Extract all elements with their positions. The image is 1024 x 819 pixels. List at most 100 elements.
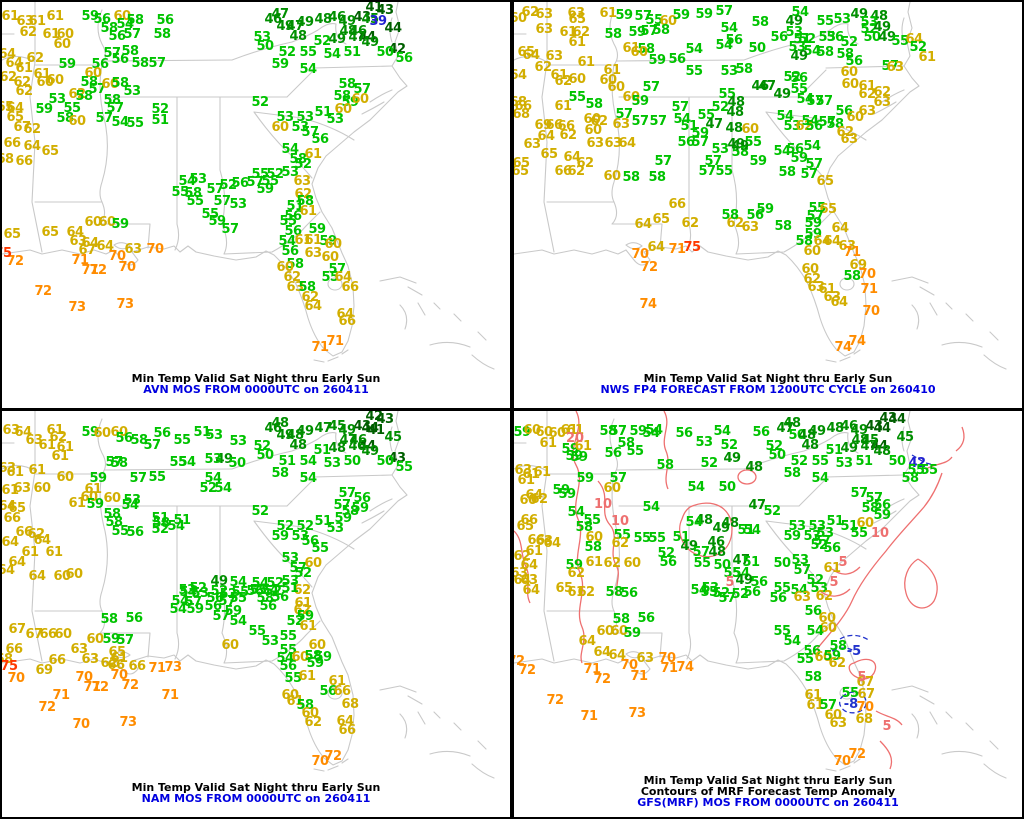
station-temp: 51 [286,198,304,214]
station-temp: 55 [850,525,868,541]
station-temp: 59 [756,201,774,217]
station-temp: 61 [21,544,39,560]
station-temp: 56 [725,32,743,48]
station-temp: 57 [106,100,124,116]
station-temp: 61 [804,687,822,703]
station-temp: 46 [751,78,769,94]
station-temp: 52 [253,438,271,454]
station-temp: 60 [824,707,842,723]
station-temp: 54 [806,623,824,639]
station-temp: 52 [199,480,217,496]
station-temp: 74 [848,333,866,349]
station-temp: 57 [221,221,239,237]
station-temp: 64 [96,238,114,254]
station-temp: 50 [376,453,394,469]
station-temp: 55 [395,459,413,475]
station-temp: 62 [304,714,322,730]
station-temp: 62 [815,588,833,604]
station-temp: 48 [727,94,745,110]
station-temp: 61 [522,466,540,482]
station-temp: 60 [54,626,72,642]
station-temp: 49 [215,451,233,467]
station-temp: 55 [231,584,249,600]
station-temp: 56 [311,131,329,147]
station-temp: 55 [700,584,718,600]
station-temp: 54 [116,16,134,32]
station-temp: 59 [341,94,359,110]
anomaly-label: 5 [725,574,735,590]
station-temp: 52 [712,585,730,601]
islands [825,685,1007,779]
station-temp: 59 [576,470,594,486]
station-temp: 70 [833,753,851,769]
station-temp: 57 [813,533,831,549]
station-temp: 58 [152,515,170,531]
station-temp: 71 [630,668,648,684]
station-temp: 55 [171,184,189,200]
station-temp: 62 [68,86,86,102]
station-temp: 54 [776,108,794,124]
anomaly-contour-positive [879,740,893,770]
station-temp: 55 [173,432,191,448]
station-temp: 58 [126,12,144,28]
station-temp: 59 [628,24,646,40]
station-temp: 63 [293,173,311,189]
station-temp: 56 [281,243,299,259]
anomaly-contour-positive [875,710,903,726]
station-temp: 70 [7,670,25,686]
station-temp: 65 [568,11,586,27]
station-temp: 50 [713,557,731,573]
station-temp: 54 [685,514,703,530]
station-temp: 55 [148,469,166,485]
state-borders-east [743,426,905,588]
station-temp: 66 [668,196,686,212]
station-temp: 55 [808,200,826,216]
caption-block: Min Temp Valid Sat Night thru Early Sun … [2,782,510,804]
station-temp: 57 [634,8,652,24]
station-temp: 53 [816,525,834,541]
station-temp: 66 [333,683,351,699]
station-temp: 57 [88,81,106,97]
station-temp: 72 [6,253,24,269]
station-temp: 50 [718,479,736,495]
station-temp: 71 [81,262,99,278]
station-temp: 59 [224,603,242,619]
station-temp: 53 [785,24,803,40]
station-temp: 54 [791,4,809,20]
station-temp: 58 [105,514,123,530]
station-temp: 42 [365,411,383,424]
station-temp: 55 [816,13,834,29]
station-temp: 63 [2,422,20,438]
station-temp: 62 [576,155,594,171]
station-temp: 54 [281,141,299,157]
station-temp: 53 [189,171,207,187]
station-temp: 56 [279,658,297,674]
station-temp: 49 [873,19,891,35]
station-temp: 62 [559,127,577,143]
station-temp: 49 [850,422,868,438]
anomaly-label: 5 [882,718,892,734]
station-temp: 65 [819,201,837,217]
station-temp: 50 [888,453,906,469]
station-temp: 56 [156,12,174,28]
station-temp: 48 [798,427,816,443]
station-temp: 55 [279,213,297,229]
station-temp: 52 [294,156,312,172]
station-temp: 61 [525,543,543,559]
panel-subtitle: Contours of MRF Forecast Temp Anomaly [640,785,896,798]
station-temp: 56 [231,175,249,191]
station-temp: 58 [829,638,847,654]
station-temp: 43 [353,9,371,25]
station-temp: 51 [825,442,843,458]
station-temp: 59 [111,216,129,232]
station-temp: 43 [879,411,897,426]
station-temp: 55 [920,462,938,478]
station-temp: 60 [603,168,621,184]
station-temp: 53 [788,39,806,55]
anomaly-contour-positive [819,588,851,597]
islands [313,276,495,370]
station-temp: 56 [284,223,302,239]
station-temp: 50 [376,44,394,60]
station-temp: 62 [572,24,590,40]
station-temp: 71 [148,660,166,676]
